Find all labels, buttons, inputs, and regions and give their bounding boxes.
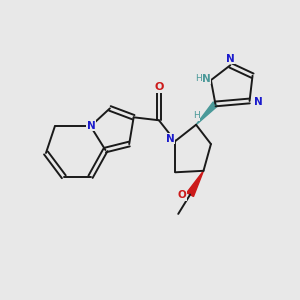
Text: N: N <box>226 54 235 64</box>
Text: H: H <box>193 111 200 120</box>
Text: O: O <box>177 190 186 200</box>
Text: N: N <box>166 134 174 144</box>
Polygon shape <box>196 102 218 125</box>
Text: N: N <box>87 121 95 130</box>
Polygon shape <box>187 171 203 196</box>
Text: H: H <box>195 74 202 83</box>
Text: N: N <box>202 74 211 84</box>
Text: O: O <box>155 82 164 92</box>
Text: N: N <box>254 97 262 106</box>
